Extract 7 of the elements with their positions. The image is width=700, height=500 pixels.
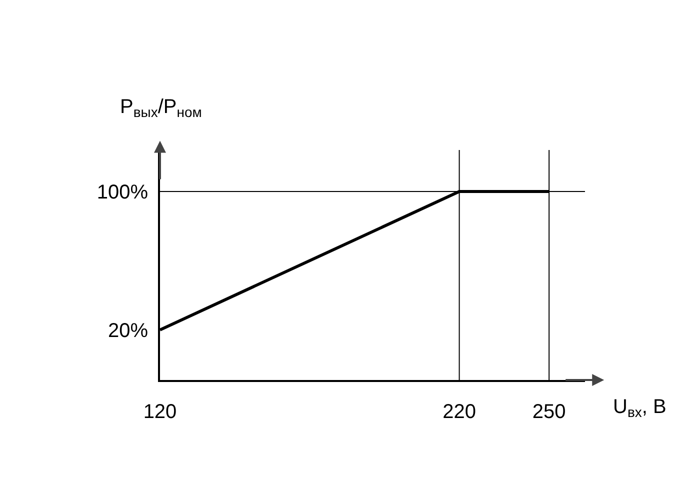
x-tick-label: 220 bbox=[442, 401, 476, 423]
x-tick-label: 120 bbox=[143, 401, 177, 423]
y-axis-title: P$_{вых}$/P$_{ном}$ bbox=[120, 96, 202, 120]
y-tick-label: 20% bbox=[108, 320, 148, 342]
y-tick-label: 100% bbox=[96, 182, 148, 204]
x-axis-title: U$_{вх}$, В bbox=[613, 396, 666, 420]
x-tick-label: 250 bbox=[532, 401, 566, 423]
